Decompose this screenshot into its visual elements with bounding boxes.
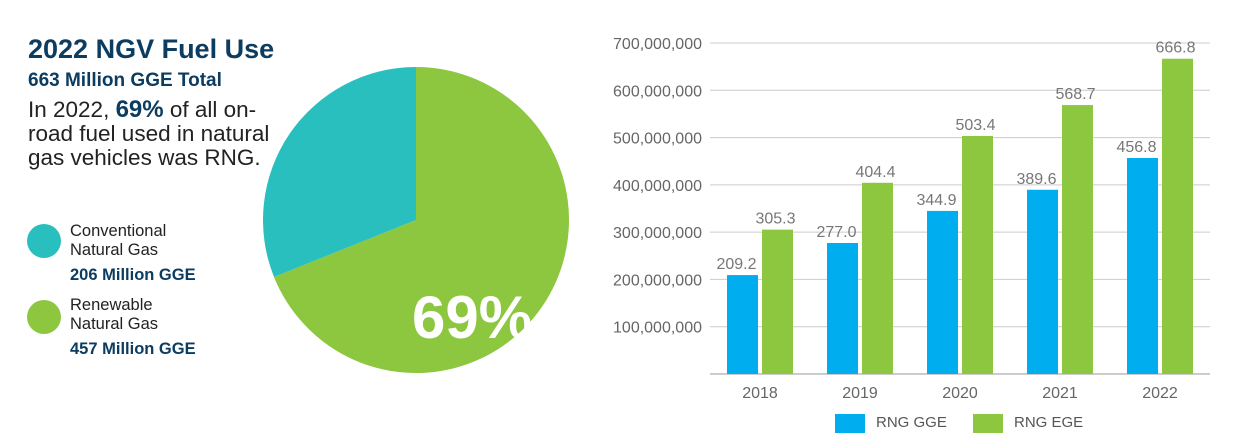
x-tick-label: 2019 [842, 385, 878, 402]
x-tick-label: 2018 [742, 385, 778, 402]
y-tick-label: 400,000,000 [613, 178, 702, 195]
pie-slice-renewable [273, 67, 569, 373]
data-label: 277.0 [816, 224, 856, 241]
bar-chart: 100,000,000 200,000,000 300,000,000 400,000… [613, 36, 1210, 402]
y-tick-label: 100,000,000 [613, 320, 702, 337]
x-tick-label: 2022 [1142, 385, 1178, 402]
description: In 2022, 69% of all on-road fuel used in… [28, 98, 278, 170]
bar-rng-gge-2018 [727, 275, 758, 374]
bar-rng-gge-2022 [1127, 157, 1158, 374]
legend-dot-conventional [27, 224, 61, 258]
data-label: 344.9 [916, 192, 956, 209]
y-tick-label: 500,000,000 [613, 131, 702, 148]
y-tick-label: 300,000,000 [613, 225, 702, 242]
description-pre: In 2022, [28, 97, 116, 122]
bar-rng-ege-2019 [862, 182, 893, 374]
data-label: 666.8 [1155, 40, 1195, 57]
y-tick-label: 700,000,000 [613, 36, 702, 53]
pie-center-label: 69% [412, 284, 532, 351]
chart-subtitle: 663 Million GGE Total [28, 70, 222, 91]
description-highlight: 69% [115, 96, 164, 123]
legend-label-line2: Natural Gas [70, 315, 159, 333]
legend-swatch-rng-ege [973, 414, 1003, 433]
data-label: 209.2 [716, 256, 756, 273]
bar-rng-gge-2021 [1027, 189, 1058, 374]
legend-label-conventional: Conventional Natural Gas [70, 222, 166, 260]
data-label: 389.6 [1016, 171, 1056, 188]
legend-swatch-rng-gge [835, 414, 865, 433]
data-label: 404.4 [855, 164, 895, 181]
legend-label-renewable: Renewable Natural Gas [70, 296, 158, 334]
bar-rng-gge-2020 [927, 210, 958, 374]
bar-rng-gge-2019 [827, 243, 858, 374]
bar-rng-ege-2020 [962, 135, 993, 374]
legend-value-renewable: 457 Million GGE [70, 340, 196, 358]
y-tick-label: 200,000,000 [613, 272, 702, 289]
legend-label-rng-ege: RNG EGE [1014, 414, 1084, 431]
x-tick-label: 2021 [1042, 385, 1078, 402]
bar-rng-ege-2022 [1162, 58, 1193, 375]
data-label: 568.7 [1055, 86, 1095, 103]
data-label: 305.3 [755, 211, 795, 228]
data-label: 503.4 [955, 117, 995, 134]
bar-rng-ege-2018 [762, 229, 793, 374]
y-tick-label: 600,000,000 [613, 83, 702, 100]
chart-title: 2022 NGV Fuel Use [28, 34, 275, 64]
pie-slice-conventional [263, 67, 416, 277]
legend-label-line1: Conventional [70, 222, 167, 240]
pie-chart: 69% [263, 67, 569, 373]
legend-label-line2: Natural Gas [70, 241, 159, 259]
bar-rng-ege-2021 [1062, 105, 1093, 374]
legend-label-rng-gge: RNG GGE [876, 414, 947, 431]
description-post: of all on-road fuel used in natural gas … [28, 97, 270, 170]
legend-label-line1: Renewable [70, 296, 153, 314]
data-label: 456.8 [1116, 139, 1156, 156]
legend-dot-renewable [27, 300, 61, 334]
legend-value-conventional: 206 Million GGE [70, 266, 196, 284]
x-tick-label: 2020 [942, 385, 978, 402]
